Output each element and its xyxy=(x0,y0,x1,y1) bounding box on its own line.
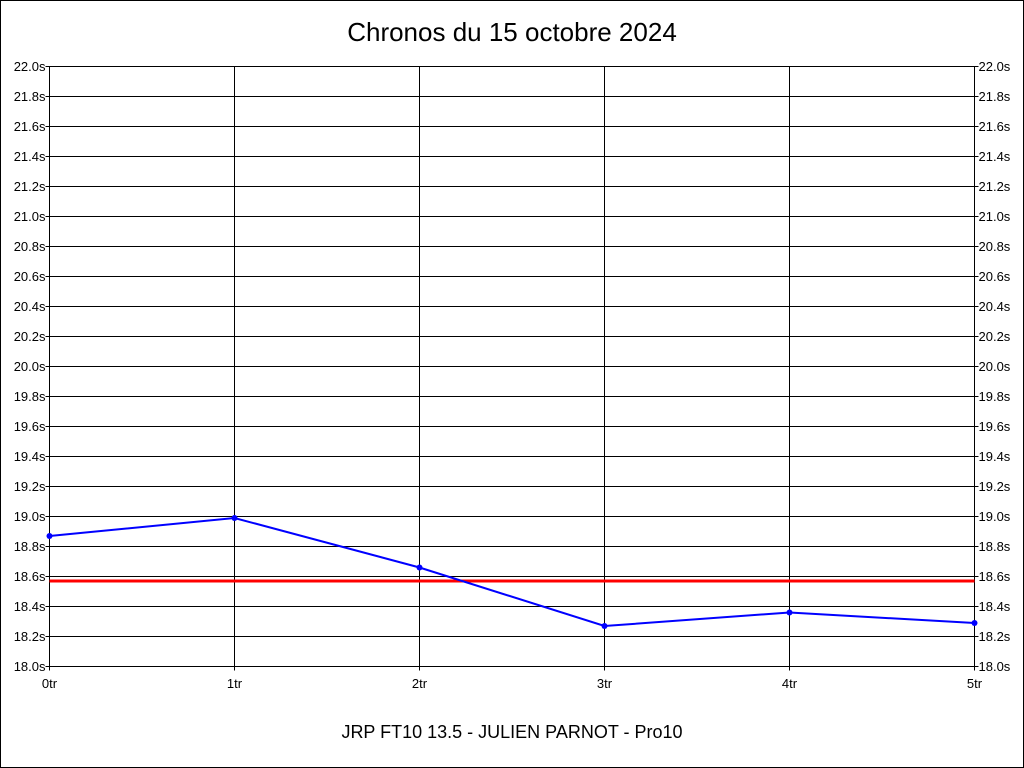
y-tick-label: 21.4s xyxy=(14,149,46,164)
x-tick-label: 5tr xyxy=(967,676,983,691)
y2-tick-label: 18.6s xyxy=(979,569,1011,584)
y2-tick-label: 19.4s xyxy=(979,449,1011,464)
y2-tick-label: 20.2s xyxy=(979,329,1011,344)
y2-tick-label: 18.2s xyxy=(979,629,1011,644)
y2-tick-label: 19.2s xyxy=(979,479,1011,494)
y-tick-label: 18.4s xyxy=(14,599,46,614)
y2-tick-label: 18.0s xyxy=(979,659,1011,674)
y2-tick-label: 20.6s xyxy=(979,269,1011,284)
chart-subtitle: JRP FT10 13.5 - JULIEN PARNOT - Pro10 xyxy=(341,722,682,742)
y-tick-label: 18.6s xyxy=(14,569,46,584)
y-tick-label: 20.8s xyxy=(14,239,46,254)
y2-tick-label: 22.0s xyxy=(979,59,1011,74)
y-tick-label: 19.2s xyxy=(14,479,46,494)
data-point xyxy=(231,515,238,521)
y2-tick-label: 21.8s xyxy=(979,89,1011,104)
y2-tick-label: 21.6s xyxy=(979,119,1011,134)
x-tick-label: 0tr xyxy=(42,676,58,691)
y2-tick-label: 21.2s xyxy=(979,179,1011,194)
y-tick-label: 20.6s xyxy=(14,269,46,284)
y-tick-label: 19.8s xyxy=(14,389,46,404)
x-tick-label: 4tr xyxy=(782,676,798,691)
y-tick-label: 21.8s xyxy=(14,89,46,104)
y-tick-label: 20.0s xyxy=(14,359,46,374)
y-tick-label: 20.2s xyxy=(14,329,46,344)
y-tick-label: 21.0s xyxy=(14,209,46,224)
x-tick-label: 1tr xyxy=(227,676,243,691)
y-tick-label: 21.2s xyxy=(14,179,46,194)
x-tick-label: 2tr xyxy=(412,676,428,691)
y2-tick-label: 19.0s xyxy=(979,509,1011,524)
y2-tick-label: 20.8s xyxy=(979,239,1011,254)
data-point xyxy=(971,620,978,626)
y2-tick-label: 20.4s xyxy=(979,299,1011,314)
data-point xyxy=(416,564,423,571)
y2-tick-label: 18.4s xyxy=(979,599,1011,614)
y2-tick-label: 19.8s xyxy=(979,389,1011,404)
y-tick-label: 18.2s xyxy=(14,629,46,644)
y2-tick-label: 21.4s xyxy=(979,149,1011,164)
y-tick-label: 19.4s xyxy=(14,449,46,464)
y-tick-label: 19.6s xyxy=(14,419,46,434)
chart-title: Chronos du 15 octobre 2024 xyxy=(347,17,677,47)
series-line xyxy=(49,516,975,628)
y-tick-label: 18.0s xyxy=(14,659,46,674)
y2-tick-label: 18.8s xyxy=(979,539,1011,554)
y-tick-label: 20.4s xyxy=(14,299,46,314)
y-tick-label: 21.6s xyxy=(14,119,46,134)
data-point xyxy=(786,609,793,616)
y-tick-label: 19.0s xyxy=(14,509,46,524)
y-tick-label: 22.0s xyxy=(14,59,46,74)
y2-tick-label: 21.0s xyxy=(979,209,1011,224)
y2-tick-label: 19.6s xyxy=(979,419,1011,434)
data-point xyxy=(46,533,53,539)
y2-tick-label: 20.0s xyxy=(979,359,1011,374)
x-tick-label: 3tr xyxy=(597,676,613,691)
y-tick-label: 18.8s xyxy=(14,539,46,554)
data-point xyxy=(601,623,608,629)
